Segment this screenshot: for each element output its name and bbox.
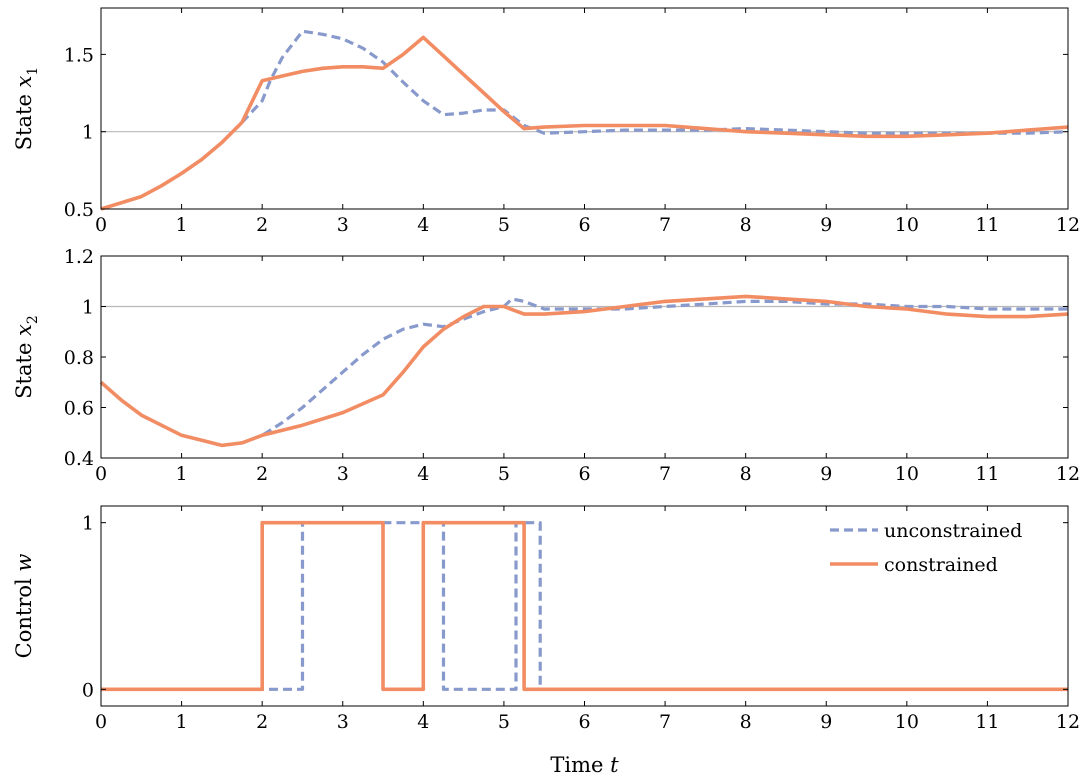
x-tick-label: 5	[498, 711, 510, 733]
series-constrained	[100, 35, 1069, 211]
series-constrained	[99, 294, 1069, 448]
y-axis-label-variable: w	[12, 554, 36, 572]
x-tick-label: 3	[337, 463, 349, 485]
x-axis-label: Time t	[550, 753, 619, 777]
x-tick-label: 4	[417, 214, 429, 236]
x-tick-label: 3	[337, 214, 349, 236]
x-tick-label: 9	[820, 214, 832, 236]
y-tick-label: 0.4	[64, 448, 94, 470]
legend-label-unconstrained: unconstrained	[884, 520, 1022, 542]
x-tick-label: 1	[176, 711, 188, 733]
x-tick-label: 8	[740, 711, 752, 733]
x-tick-label: 11	[975, 711, 999, 733]
series-unconstrained	[100, 29, 1069, 211]
y-axis-label-variable: x	[12, 324, 36, 336]
y-axis-label: Control w	[12, 554, 36, 659]
y-tick-label: 1	[82, 513, 94, 535]
x-tick-label: 4	[417, 463, 429, 485]
series-unconstrained	[101, 521, 1068, 691]
x-tick-label: 9	[820, 463, 832, 485]
y-tick-label: 1	[82, 297, 94, 319]
x-tick-label: 2	[256, 214, 268, 236]
y-tick-label: 1	[82, 122, 94, 144]
x-tick-label: 2	[256, 463, 268, 485]
y-tick-label: 0.5	[64, 199, 94, 221]
x-tick-label: 12	[1056, 214, 1080, 236]
x-tick-label: 7	[659, 711, 671, 733]
x-tick-label: 10	[895, 214, 919, 236]
x-tick-label: 7	[659, 214, 671, 236]
y-tick-label: 1.5	[64, 44, 94, 66]
y-axis-label-text: Control	[12, 572, 36, 659]
x-tick-label: 2	[256, 711, 268, 733]
x-tick-label: 5	[498, 463, 510, 485]
x-tick-label: 11	[975, 214, 999, 236]
legend: unconstrained constrained	[830, 520, 1022, 576]
series-constrained	[101, 520, 1068, 692]
y-axis-label-subscript: 2	[25, 315, 41, 324]
x-tick-label: 4	[417, 711, 429, 733]
x-tick-label: 8	[740, 214, 752, 236]
y-tick-label: 1.2	[64, 246, 94, 268]
x-tick-label: 10	[895, 711, 919, 733]
x-tick-label: 9	[820, 711, 832, 733]
x-tick-label: 12	[1056, 463, 1080, 485]
y-tick-label: 0.8	[64, 347, 94, 369]
x-tick-label: 0	[95, 214, 107, 236]
x-tick-label: 11	[975, 463, 999, 485]
y-axis-label-text: State	[12, 87, 36, 150]
y-axis-label: State x1	[12, 67, 41, 151]
x-axis-label-text: Time	[550, 753, 603, 777]
x-tick-label: 10	[895, 463, 919, 485]
x-tick-label: 3	[337, 711, 349, 733]
plot-frame	[100, 255, 1069, 459]
x-tick-label: 5	[498, 214, 510, 236]
series-unconstrained	[99, 297, 1068, 447]
x-tick-label: 6	[578, 711, 590, 733]
x-tick-label: 6	[578, 214, 590, 236]
x-tick-label: 8	[740, 463, 752, 485]
y-axis-label-text: State	[12, 336, 36, 399]
x-tick-label: 0	[95, 463, 107, 485]
x-tick-label: 6	[578, 463, 590, 485]
x-tick-label: 12	[1056, 711, 1080, 733]
legend-label-constrained: constrained	[884, 554, 998, 576]
x-tick-label: 1	[176, 214, 188, 236]
plot-frame	[100, 7, 1069, 210]
x-tick-label: 7	[659, 463, 671, 485]
x-axis-label-variable: t	[610, 753, 619, 777]
y-tick-label: 0	[82, 679, 94, 701]
y-axis-label: State x2	[12, 315, 41, 399]
y-axis-label-subscript: 1	[25, 67, 41, 76]
y-tick-label: 0.6	[64, 398, 94, 420]
x-tick-label: 0	[95, 711, 107, 733]
x-tick-label: 1	[176, 463, 188, 485]
y-axis-label-variable: x	[12, 75, 36, 87]
